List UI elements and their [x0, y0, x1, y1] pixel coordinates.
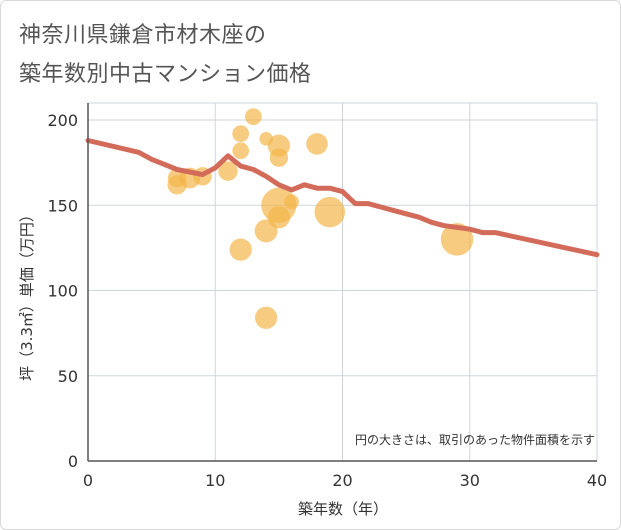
bubble-point [245, 108, 262, 125]
bubble-point [232, 142, 250, 160]
bubble-point [269, 148, 289, 167]
bubble-point [218, 161, 238, 181]
grid-lines [88, 102, 598, 461]
bubble-point [314, 196, 346, 228]
bubble-point [284, 194, 299, 210]
bubble-point [255, 306, 278, 329]
y-tick-label: 0 [68, 452, 78, 471]
trend-line-group [85, 138, 600, 258]
bubble-point [267, 206, 291, 229]
x-tick-label: 40 [587, 471, 607, 490]
bubble-point [306, 133, 328, 155]
x-tick-label: 30 [460, 471, 480, 490]
x-tick-label: 10 [205, 471, 225, 490]
bubble-size-note: 円の大きさは、取引のあった物件面積を示す [355, 432, 595, 447]
bubble-point [440, 223, 474, 256]
y-tick-label: 150 [47, 196, 78, 215]
transaction-bubbles [167, 108, 474, 329]
chart-title-line-2: 築年数別中古マンション価格 [19, 62, 312, 87]
y-tick-label: 50 [58, 367, 78, 386]
trend-line [85, 138, 600, 258]
tick-labels: 0 50 100 150 200 0 10 20 30 40 [47, 111, 607, 490]
axes [87, 103, 597, 462]
y-axis-label: 坪（3.3㎡）単価（万円） [18, 207, 36, 381]
chart-title-line-1: 神奈川県鎌倉市材木座の [19, 23, 267, 48]
x-axis-label: 築年数（年） [298, 500, 388, 518]
x-tick-label: 20 [332, 471, 352, 490]
bubble-point [229, 238, 252, 261]
bubble-point [232, 125, 250, 143]
y-tick-label: 200 [47, 111, 78, 130]
x-tick-label: 0 [83, 471, 93, 490]
y-tick-label: 100 [47, 282, 78, 301]
